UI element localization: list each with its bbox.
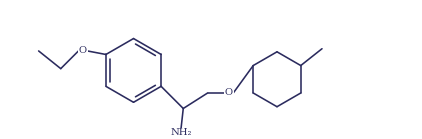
Text: O: O [225, 89, 233, 97]
Text: O: O [79, 46, 87, 55]
Text: NH₂: NH₂ [170, 128, 192, 137]
